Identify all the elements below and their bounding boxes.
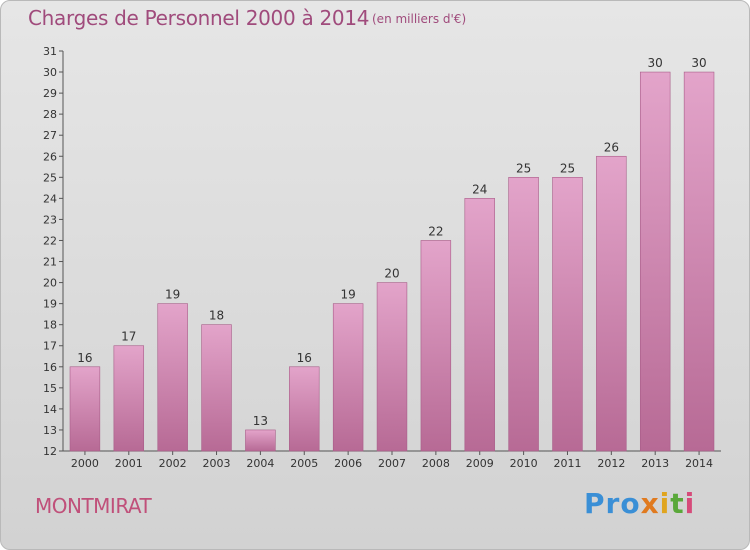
chart-subtitle: (en milliers d'€) bbox=[372, 12, 467, 26]
y-tick-label: 22 bbox=[43, 234, 57, 247]
logo-part: i bbox=[684, 487, 696, 520]
data-label: 25 bbox=[560, 161, 575, 175]
bar-2000 bbox=[69, 366, 101, 452]
bar-2003 bbox=[201, 324, 232, 452]
chart-title: Charges de Personnel 2000 à 2014 bbox=[28, 6, 370, 30]
x-tick-label: 2003 bbox=[203, 457, 231, 470]
x-tick-label: 2007 bbox=[378, 457, 406, 470]
y-tick-label: 25 bbox=[43, 171, 57, 184]
y-tick-label: 19 bbox=[43, 298, 57, 311]
data-label: 25 bbox=[516, 161, 531, 175]
x-tick-label: 2012 bbox=[597, 457, 625, 470]
bar-2001 bbox=[113, 345, 145, 452]
y-tick-label: 18 bbox=[43, 319, 57, 332]
y-tick-label: 29 bbox=[43, 87, 57, 100]
data-label: 30 bbox=[648, 56, 663, 70]
x-tick-label: 2010 bbox=[510, 457, 538, 470]
bar-2004 bbox=[245, 429, 276, 452]
logo-part: t bbox=[670, 487, 685, 520]
y-tick-label: 28 bbox=[43, 108, 57, 121]
x-tick-label: 2001 bbox=[115, 457, 143, 470]
x-tick-label: 2005 bbox=[290, 457, 318, 470]
y-tick-label: 23 bbox=[43, 213, 57, 226]
y-tick-label: 12 bbox=[43, 445, 57, 458]
bar-2009 bbox=[464, 198, 495, 452]
axes-group: 12 13 14 15 16 17 18 19 20 21 22 23 24 25 26 27 28 29 30 31… bbox=[43, 45, 721, 470]
y-tick-label: 14 bbox=[43, 403, 57, 416]
y-tick-label: 31 bbox=[43, 45, 57, 58]
bar-2008 bbox=[420, 240, 452, 452]
y-tick-label: 26 bbox=[43, 150, 57, 163]
data-label: 13 bbox=[253, 414, 268, 428]
data-label: 19 bbox=[165, 288, 180, 302]
bar-2014 bbox=[683, 71, 715, 452]
data-label: 20 bbox=[384, 267, 399, 281]
data-label: 24 bbox=[472, 182, 487, 196]
x-tick-label: 2013 bbox=[641, 457, 669, 470]
data-label: 16 bbox=[77, 351, 92, 365]
x-tick-label: 2008 bbox=[422, 457, 450, 470]
y-tick-label: 16 bbox=[43, 361, 57, 374]
x-tick-label: 2000 bbox=[71, 457, 99, 470]
x-tick-label: 2002 bbox=[159, 457, 187, 470]
y-tick-label: 20 bbox=[43, 277, 57, 290]
bar-2010 bbox=[508, 177, 539, 452]
x-tick-label: 2014 bbox=[685, 457, 713, 470]
x-tick-label: 2011 bbox=[553, 457, 581, 470]
data-label: 22 bbox=[428, 224, 443, 238]
logo-part: i bbox=[659, 487, 671, 520]
proxiti-logo[interactable]: Proxiti bbox=[584, 487, 695, 520]
y-tick-label: 13 bbox=[43, 424, 57, 437]
bar-2013 bbox=[639, 71, 671, 452]
data-labels-group: 16 17 19 18 13 16 19 20 22 24 25 25 26 30 30 bbox=[77, 56, 706, 428]
bar-2012 bbox=[596, 155, 627, 452]
y-tick-label: 15 bbox=[43, 382, 57, 395]
logo-part: x bbox=[640, 487, 660, 520]
bar-2011 bbox=[552, 177, 583, 452]
data-label: 16 bbox=[297, 351, 312, 365]
data-label: 26 bbox=[604, 140, 619, 154]
town-name: MONTMIRAT bbox=[35, 494, 152, 518]
x-tick-label: 2006 bbox=[334, 457, 362, 470]
x-tick-label: 2004 bbox=[246, 457, 274, 470]
data-label: 17 bbox=[121, 330, 136, 344]
y-tick-label: 24 bbox=[43, 192, 57, 205]
bar-2002 bbox=[157, 303, 188, 452]
bars-group bbox=[69, 71, 715, 452]
y-tick-label: 27 bbox=[43, 129, 57, 142]
y-tick-label: 17 bbox=[43, 340, 57, 353]
bar-2007 bbox=[376, 282, 408, 452]
y-tick-label: 30 bbox=[43, 66, 57, 79]
data-label: 18 bbox=[209, 309, 224, 323]
x-tick-label: 2009 bbox=[466, 457, 494, 470]
bar-2006 bbox=[332, 303, 364, 452]
y-tick-label: 21 bbox=[43, 256, 57, 269]
bar-2005 bbox=[289, 366, 320, 452]
data-label: 19 bbox=[340, 288, 355, 302]
logo-part: Pro bbox=[584, 487, 641, 520]
data-label: 30 bbox=[691, 56, 706, 70]
